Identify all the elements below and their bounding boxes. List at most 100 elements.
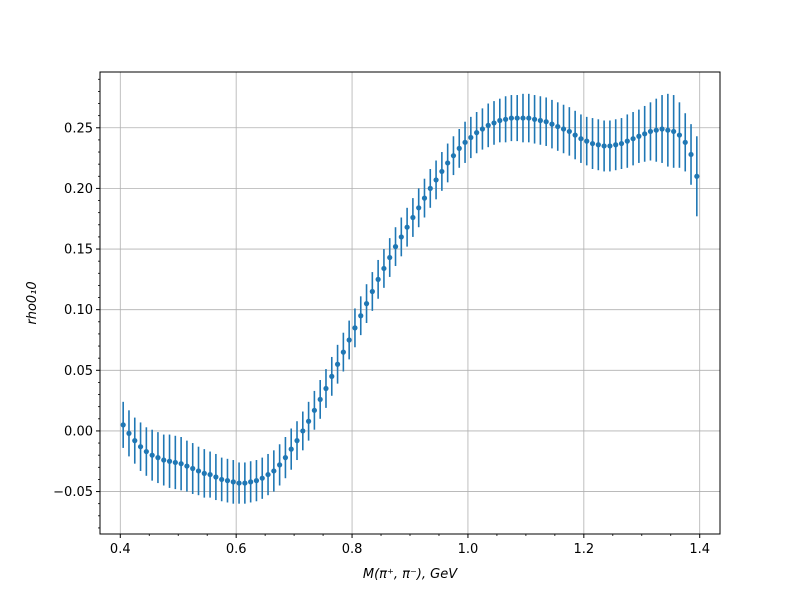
data-point (462, 139, 468, 145)
data-point (259, 475, 265, 481)
data-point (166, 458, 173, 464)
data-point (143, 448, 149, 455)
data-point (450, 153, 457, 159)
data-point (601, 143, 607, 149)
data-point (624, 138, 630, 144)
data-point (375, 276, 381, 282)
data-point (491, 120, 497, 126)
data-point (688, 151, 694, 158)
data-point (474, 130, 480, 136)
data-point (613, 142, 619, 148)
data-point (421, 195, 428, 201)
data-point (433, 177, 439, 183)
data-point (398, 234, 404, 240)
data-point (305, 418, 312, 424)
y-axis-label: rho0₁0 (25, 281, 40, 324)
data-point (560, 126, 567, 132)
y-tick-label: 0.20 (64, 182, 93, 197)
data-point (642, 131, 648, 137)
axis-ticks: 0.4 0.6 0.8 1.0 1.2 1.4 −0.05 0.00 0.05 0.10 0.15 0… (53, 78, 710, 557)
data-point (682, 139, 688, 145)
data-point (618, 140, 625, 147)
data-point (352, 325, 358, 331)
data-point (572, 132, 578, 138)
data-point (317, 396, 323, 403)
grid (100, 72, 720, 534)
data-point (381, 265, 387, 272)
data-point (508, 115, 515, 121)
data-point (647, 128, 654, 135)
data-point (543, 119, 549, 125)
x-tick-label: 0.8 (342, 542, 363, 557)
data-point (132, 438, 138, 444)
data-point (595, 142, 601, 148)
data-point (416, 205, 422, 211)
y-tick-label: 0.15 (64, 243, 93, 258)
data-point (265, 471, 271, 478)
data-point (456, 145, 462, 151)
x-tick-label: 0.4 (110, 542, 131, 557)
y-tick-label: 0.00 (64, 424, 93, 439)
data-point (392, 244, 399, 250)
data-point (178, 461, 184, 467)
data-point (549, 121, 555, 127)
data-point (219, 476, 225, 483)
y-tick-label: 0.10 (64, 303, 93, 318)
data-point (213, 474, 219, 480)
data-point (300, 428, 306, 434)
data-point (277, 462, 283, 468)
data-point (578, 136, 584, 142)
data-point (248, 479, 254, 485)
data-point (503, 116, 509, 122)
data-point (190, 465, 196, 472)
x-tick-label: 1.0 (458, 542, 479, 557)
data-point (676, 132, 683, 138)
data-point (566, 128, 572, 135)
y-tick-label: −0.05 (53, 485, 93, 500)
data-point (589, 140, 596, 147)
data-point (694, 173, 700, 179)
data-point (636, 133, 642, 139)
data-point (537, 117, 543, 124)
data-point (427, 185, 433, 192)
data-point (526, 115, 532, 121)
data-point (584, 138, 590, 144)
data-point (242, 480, 248, 486)
data-point (404, 224, 410, 230)
data-point (369, 288, 375, 295)
data-point (311, 407, 317, 413)
data-point (497, 117, 503, 124)
data-point (288, 446, 294, 452)
data-point (120, 422, 126, 428)
data-point (346, 337, 352, 343)
x-axis-label: M(π⁺, π⁻), GeV (363, 567, 458, 582)
data-point (201, 470, 207, 476)
data-point (236, 480, 242, 486)
data-point (334, 361, 341, 367)
data-point (155, 455, 161, 461)
data-point (671, 128, 677, 135)
data-point (555, 123, 561, 130)
data-point (445, 160, 451, 166)
data-point (630, 136, 636, 142)
data-point (358, 313, 364, 319)
data-point (172, 459, 178, 466)
data-point (329, 373, 335, 379)
x-tick-label: 1.2 (573, 542, 594, 557)
data-point (323, 385, 329, 392)
data-point (137, 444, 144, 450)
data-point (531, 116, 538, 122)
data-point (224, 478, 231, 484)
data-point (653, 127, 659, 133)
data-point (282, 455, 289, 461)
data-point (439, 168, 445, 175)
data-point (271, 468, 277, 474)
data-points (120, 115, 700, 486)
data-point (607, 143, 613, 149)
data-point (665, 127, 671, 133)
data-point (387, 254, 393, 261)
y-tick-label: 0.25 (64, 121, 93, 136)
